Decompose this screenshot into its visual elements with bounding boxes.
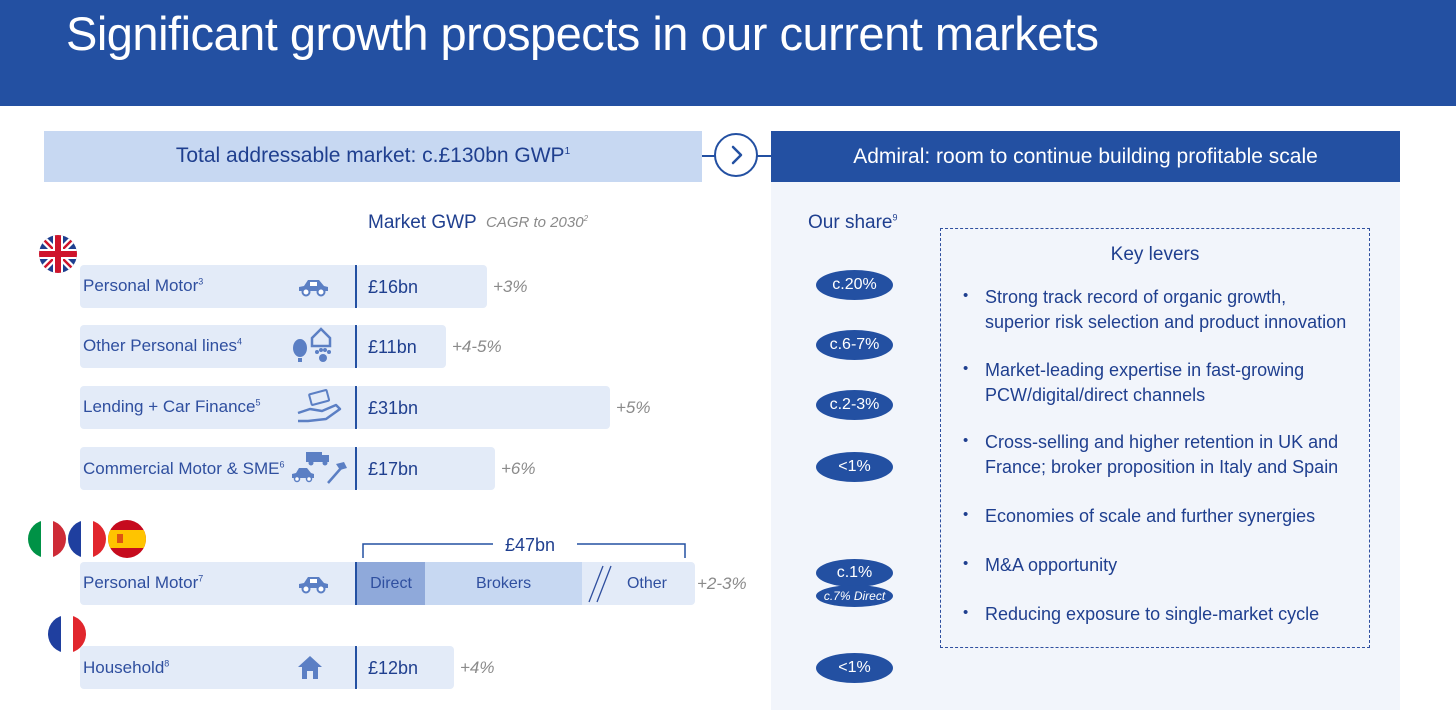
- axis-divider: [355, 265, 357, 308]
- lever-item: Market-leading expertise in fast-growing…: [985, 360, 1305, 405]
- axis-break-icon: [588, 565, 612, 603]
- tam-footnote: 1: [564, 146, 571, 157]
- house-icon: [296, 653, 324, 686]
- admiral-panel: [771, 182, 1400, 710]
- key-levers-box: Key levers • Strong track record of orga…: [940, 228, 1370, 648]
- bullet-icon: •: [963, 432, 969, 449]
- lever-item: Economies of scale and further synergies: [985, 506, 1316, 526]
- gwp-value: £12bn: [368, 658, 419, 678]
- bullet-icon: •: [963, 287, 969, 304]
- lever-item: M&A opportunity: [985, 555, 1118, 575]
- france-flag-icon: [68, 520, 106, 558]
- segment-other: Other: [582, 562, 695, 605]
- gwp-bar: [356, 386, 610, 429]
- hand-money-icon: [296, 389, 348, 430]
- france-flag-icon: [48, 615, 86, 653]
- share-pill: <1%: [816, 653, 893, 683]
- lever-item: Reducing exposure to single-market cycle: [985, 604, 1320, 624]
- axis-divider: [355, 386, 357, 429]
- bullet-icon: •: [963, 360, 969, 377]
- gwp-value: £31bn: [368, 398, 419, 418]
- uk-flag-icon: [39, 235, 77, 273]
- total-addressable-market-band: Total addressable market: c.£130bn GWP1: [44, 131, 702, 182]
- row-label: Personal Motor7: [83, 573, 204, 592]
- gwp-value: £17bn: [368, 459, 419, 479]
- eu-motor-total: £47bn: [505, 535, 556, 555]
- lever-item: Strong track record of organic growth, su…: [985, 287, 1347, 332]
- admiral-band-text: Admiral: room to continue building profi…: [853, 145, 1318, 168]
- car-icon: [296, 276, 330, 303]
- balloon-house-paw-icon: [290, 326, 338, 371]
- header-bar: Significant growth prospects in our curr…: [0, 0, 1456, 106]
- axis-divider: [355, 646, 357, 689]
- market-gwp-header: Market GWP: [368, 212, 477, 233]
- row-label: Other Personal lines4: [83, 336, 243, 355]
- cagr-value: +4%: [460, 658, 495, 677]
- cagr-value: +3%: [493, 277, 528, 296]
- gwp-bar: [356, 265, 487, 308]
- share-pill: c.6-7%: [816, 330, 893, 360]
- gwp-bar: [356, 325, 446, 368]
- cagr-value: +2-3%: [697, 574, 747, 593]
- gwp-bar: [356, 447, 495, 490]
- car-icon: [296, 573, 330, 600]
- truck-hammer-icon: [290, 450, 350, 491]
- share-pill: <1%: [816, 452, 893, 482]
- row-label: Household8: [83, 658, 170, 677]
- bullet-icon: •: [963, 506, 969, 523]
- key-levers-title: Key levers: [1110, 244, 1200, 265]
- row-label: Personal Motor3: [83, 276, 204, 295]
- lever-item: Cross-selling and higher retention in UK…: [985, 432, 1339, 477]
- gwp-bar: [356, 646, 454, 689]
- row-label: Commercial Motor & SME6: [83, 459, 285, 478]
- cagr-header: CAGR to 20302: [486, 214, 589, 231]
- tam-text: Total addressable market: c.£130bn GWP: [175, 144, 565, 167]
- share-pill: c.20%: [816, 270, 893, 300]
- bullet-icon: •: [963, 604, 969, 621]
- chevron-right-icon: [714, 133, 758, 177]
- bullet-icon: •: [963, 555, 969, 572]
- segment-direct: Direct: [357, 562, 425, 605]
- cagr-value: +6%: [501, 459, 536, 478]
- cagr-value: +5%: [616, 398, 651, 417]
- our-share-header: Our share9: [808, 212, 898, 233]
- page-title: Significant growth prospects in our curr…: [66, 7, 1099, 60]
- segment-brokers: Brokers: [425, 562, 582, 605]
- axis-divider: [355, 447, 357, 490]
- axis-divider: [355, 562, 357, 605]
- admiral-band: Admiral: room to continue building profi…: [771, 131, 1400, 182]
- italy-flag-icon: [28, 520, 66, 558]
- gwp-value: £16bn: [368, 277, 419, 297]
- share-pill: c.2-3%: [816, 390, 893, 420]
- row-label: Lending + Car Finance5: [83, 397, 261, 416]
- share-pill: c.1%: [816, 559, 893, 587]
- spain-flag-icon: [108, 520, 146, 558]
- gwp-value: £11bn: [368, 337, 417, 357]
- cagr-value: +4-5%: [452, 337, 502, 356]
- share-pill-sub: c.7% Direct: [816, 585, 893, 607]
- axis-divider: [355, 325, 357, 368]
- total-bracket: [362, 543, 686, 558]
